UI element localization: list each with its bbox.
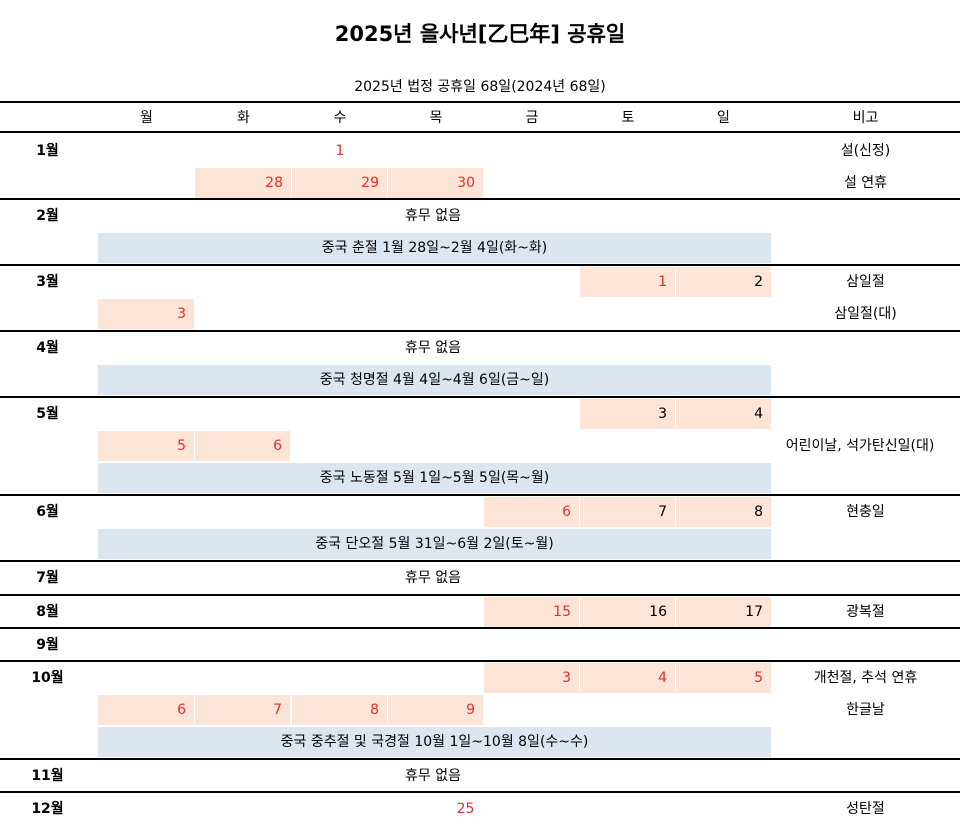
table-row: 28 29 30 설 연휴 <box>0 167 960 199</box>
holiday-cell: 7 <box>195 695 290 725</box>
table-row: 2월 휴무 없음 <box>0 200 960 232</box>
holiday-cell: 2 <box>676 267 771 297</box>
holiday-note: 개천절, 추석 연휴 <box>813 670 918 686</box>
month-label: 3월 <box>36 274 59 290</box>
holiday-cell: 3 <box>98 299 194 329</box>
table-header: 월 화 수 목 금 토 일 비고 <box>0 101 960 133</box>
no-holiday-text: 휴무 없음 <box>405 340 461 356</box>
row-divider <box>0 758 960 760</box>
holiday-cell: 7 <box>580 497 675 527</box>
holiday-cell: 6 <box>195 431 290 461</box>
month-label: 10월 <box>31 670 64 686</box>
no-holiday-text: 휴무 없음 <box>405 768 461 784</box>
holiday-cell: 17 <box>676 597 771 627</box>
month-label: 2월 <box>36 208 59 224</box>
day-header-fri: 금 <box>525 110 539 126</box>
holiday-note: 어린이날, 석가탄신일(대) <box>785 438 935 454</box>
holiday-cell: 29 <box>292 168 387 198</box>
month-label: 8월 <box>36 604 59 620</box>
day-header-tue: 화 <box>237 110 250 126</box>
table-row: 5 6 어린이날, 석가탄신일(대) <box>0 430 960 462</box>
holiday-note: 설 연휴 <box>843 175 888 191</box>
holiday-cell: 30 <box>388 168 483 198</box>
china-holiday-band: 중국 단오절 5월 31일~6월 2일(토~월) <box>98 529 771 559</box>
holiday-cell: 3 <box>484 663 579 693</box>
china-holiday-band: 중국 청명절 4월 4일~4월 6일(금~일) <box>98 365 771 395</box>
row-divider <box>0 494 960 496</box>
table-row: 3월 1 2 삼일절 <box>0 266 960 298</box>
holiday-note: 광복절 <box>846 604 885 620</box>
day-header-wed: 수 <box>333 110 347 126</box>
month-label: 7월 <box>36 570 59 586</box>
table-row: 9월 <box>0 629 960 661</box>
holiday-cell: 4 <box>580 663 675 693</box>
row-divider <box>0 330 960 332</box>
table-row: 3 삼일절(대) <box>0 298 960 330</box>
holiday-cell: 16 <box>580 597 675 627</box>
table-row: 5월 3 4 <box>0 398 960 430</box>
day-header-thu: 목 <box>429 110 443 126</box>
table-row: 중국 춘절 1월 28일~2월 4일(화~화) <box>0 232 960 264</box>
china-holiday-band: 중국 노동절 5월 1일~5월 5일(목~월) <box>98 463 771 493</box>
holiday-cell: 25 <box>456 801 475 817</box>
holiday-cell: 4 <box>676 399 771 429</box>
holiday-cell: 8 <box>676 497 771 527</box>
holiday-note: 삼일절(대) <box>834 306 897 322</box>
holiday-cell: 6 <box>98 695 194 725</box>
holiday-note: 삼일절 <box>846 274 885 290</box>
table-row: 4월 휴무 없음 <box>0 332 960 364</box>
day-header-mon: 월 <box>140 110 153 126</box>
holiday-cell: 6 <box>484 497 579 527</box>
holiday-cell: 28 <box>195 168 291 198</box>
table-row: 6 7 8 9 한글날 <box>0 694 960 726</box>
row-divider <box>0 198 960 200</box>
holiday-note: 현충일 <box>846 504 885 520</box>
row-divider <box>0 660 960 662</box>
month-label: 1월 <box>36 143 59 159</box>
holiday-note: 설(신정) <box>840 143 891 159</box>
holiday-cell: 8 <box>292 695 387 725</box>
holiday-cell: 1 <box>335 143 345 159</box>
china-holiday-band: 중국 춘절 1월 28일~2월 4일(화~화) <box>98 233 771 263</box>
month-label: 12월 <box>31 801 64 817</box>
row-divider <box>0 396 960 398</box>
holiday-cell: 1 <box>580 267 675 297</box>
holiday-note: 한글날 <box>846 702 885 718</box>
holiday-note: 성탄절 <box>846 801 885 817</box>
table-row: 중국 청명절 4월 4일~4월 6일(금~일) <box>0 364 960 396</box>
holiday-cell: 5 <box>98 431 194 461</box>
table-row: 11월 휴무 없음 <box>0 760 960 792</box>
table-row: 중국 단오절 5월 31일~6월 2일(토~월) <box>0 528 960 560</box>
month-label: 5월 <box>36 406 59 422</box>
note-header: 비고 <box>852 110 879 126</box>
month-label: 9월 <box>36 637 59 653</box>
month-label: 11월 <box>31 768 64 784</box>
no-holiday-text: 휴무 없음 <box>405 570 461 586</box>
no-holiday-text: 휴무 없음 <box>405 208 461 224</box>
table-row: 7월 휴무 없음 <box>0 562 960 594</box>
row-divider <box>0 560 960 562</box>
china-holiday-band: 중국 중추절 및 국경절 10월 1일~10월 8일(수~수) <box>98 727 771 757</box>
day-header-sun: 일 <box>717 110 730 126</box>
table-row: 8월 15 16 17 광복절 <box>0 596 960 628</box>
table-row: 6월 6 7 8 현충일 <box>0 496 960 528</box>
page-title: 2025년 을사년[乙巳年] 공휴일 <box>334 22 626 46</box>
month-label: 4월 <box>36 340 59 356</box>
row-divider <box>0 264 960 266</box>
subtitle: 2025년 법정 공휴일 68일(2024년 68일) <box>354 79 606 95</box>
row-divider <box>0 594 960 596</box>
holiday-cell: 9 <box>388 695 483 725</box>
table-row: 중국 중추절 및 국경절 10월 1일~10월 8일(수~수) <box>0 726 960 758</box>
row-divider <box>0 627 960 629</box>
row-divider <box>0 791 960 793</box>
table-row: 1월 1 설(신정) <box>0 135 960 167</box>
month-label: 6월 <box>36 504 59 520</box>
holiday-cell: 5 <box>676 663 771 693</box>
table-row: 12월 25 성탄절 <box>0 793 960 825</box>
holiday-cell: 15 <box>484 597 579 627</box>
holiday-cell: 3 <box>580 399 675 429</box>
table-row: 10월 3 4 5 개천절, 추석 연휴 <box>0 662 960 694</box>
table-row: 중국 노동절 5월 1일~5월 5일(목~월) <box>0 462 960 494</box>
day-header-sat: 토 <box>621 110 635 126</box>
